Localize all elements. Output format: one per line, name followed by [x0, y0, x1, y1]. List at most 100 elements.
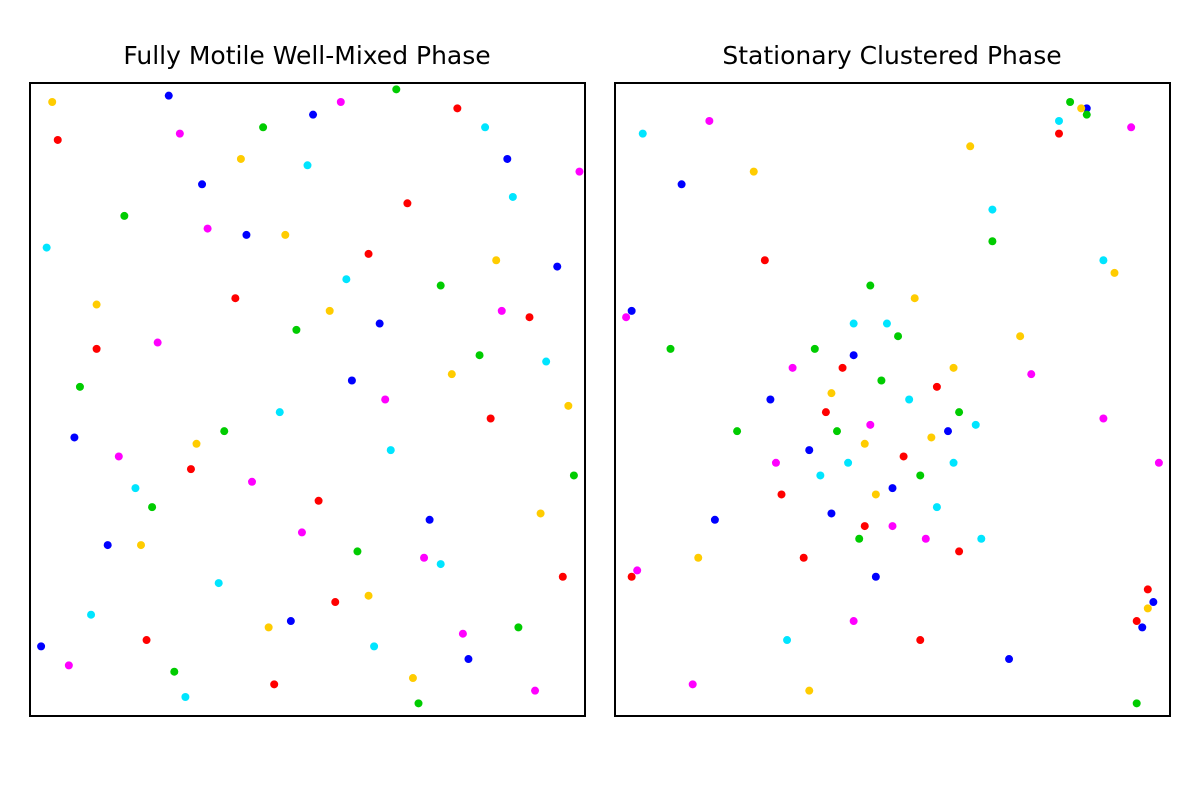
point [375, 319, 384, 328]
point [408, 674, 417, 683]
point [314, 496, 323, 505]
chart-title: Stationary Clustered Phase [722, 41, 1061, 70]
point [525, 313, 534, 322]
point [309, 110, 318, 119]
point [281, 230, 290, 239]
point [827, 509, 836, 518]
point [1143, 604, 1152, 613]
point [70, 433, 79, 442]
point [142, 636, 151, 645]
point [766, 395, 775, 404]
point [1132, 617, 1141, 626]
point [760, 256, 769, 265]
point [87, 610, 96, 619]
point [916, 471, 925, 480]
point [1066, 97, 1075, 106]
point [503, 154, 512, 163]
point [53, 135, 62, 144]
point [1005, 655, 1014, 664]
point [137, 541, 145, 550]
point [871, 490, 880, 499]
point [425, 515, 434, 524]
point [286, 617, 295, 626]
panel: Fully Motile Well-Mixed Phase [29, 41, 586, 717]
point [638, 129, 647, 138]
point [37, 642, 46, 651]
point [297, 528, 306, 537]
point [871, 572, 880, 581]
point [805, 686, 814, 695]
point [949, 363, 958, 372]
point [710, 515, 719, 524]
point [694, 553, 703, 562]
point [833, 427, 841, 436]
point [392, 85, 401, 94]
point [966, 142, 975, 151]
point [114, 452, 123, 461]
point [849, 351, 858, 360]
point [64, 661, 73, 670]
point [622, 313, 631, 322]
point [175, 129, 184, 138]
point [927, 433, 936, 442]
point [242, 230, 251, 239]
point [386, 446, 395, 455]
point [575, 167, 584, 176]
point [481, 123, 490, 132]
point [866, 281, 875, 290]
point [977, 534, 986, 543]
point [1099, 256, 1108, 265]
point [347, 376, 356, 385]
point [370, 642, 379, 651]
point [627, 572, 636, 581]
point [558, 572, 567, 581]
point [164, 91, 173, 100]
point [203, 224, 212, 233]
point [42, 243, 51, 252]
point [436, 560, 445, 569]
point [899, 452, 908, 461]
point [1055, 116, 1063, 125]
point [381, 395, 390, 404]
point [627, 306, 636, 315]
point [1149, 598, 1158, 607]
point [497, 306, 506, 315]
point [949, 458, 958, 467]
point [777, 490, 786, 499]
point [988, 205, 997, 214]
point [420, 553, 429, 562]
point [916, 636, 925, 645]
point [214, 579, 223, 588]
point [170, 667, 179, 676]
point [553, 262, 562, 271]
point [270, 680, 279, 689]
point [810, 344, 819, 353]
point [536, 509, 545, 518]
point [633, 566, 642, 575]
point [882, 319, 891, 328]
point [342, 275, 351, 284]
point [1099, 414, 1108, 423]
point [860, 522, 869, 531]
point [921, 534, 930, 543]
panel: Stationary Clustered Phase [614, 41, 1171, 717]
point [492, 256, 501, 265]
point [1110, 268, 1119, 277]
point [888, 522, 897, 531]
point [92, 344, 101, 353]
point [855, 534, 864, 543]
point [688, 680, 697, 689]
point [464, 655, 473, 664]
point [403, 199, 412, 208]
point [1082, 104, 1091, 113]
chart-title: Fully Motile Well-Mixed Phase [123, 41, 490, 70]
point [838, 363, 847, 372]
point [569, 471, 578, 480]
point [331, 598, 340, 607]
point [75, 382, 84, 391]
point [336, 97, 345, 106]
point [1082, 110, 1091, 119]
point [181, 693, 190, 702]
